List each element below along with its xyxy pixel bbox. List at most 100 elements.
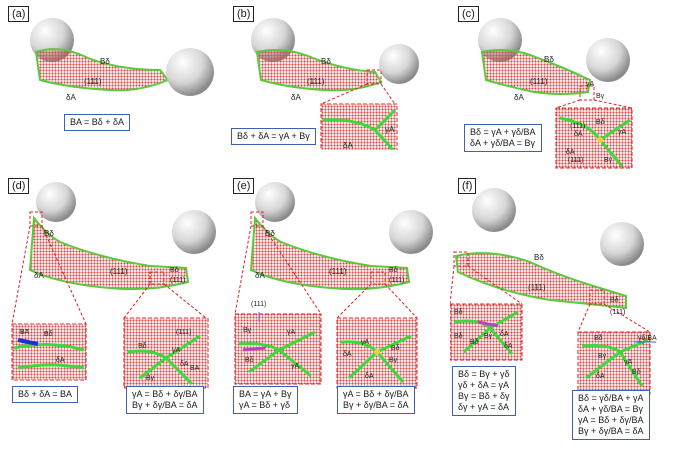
inset-label: γδ/BA [638,335,657,342]
inset-label: Bδ [391,345,400,352]
panel-label: (c) [458,6,479,22]
dislocation-figure: Bδ (111) δA γA δA Bγ [251,18,419,150]
film-label: Bδ [389,267,398,274]
equation: δγ + γA = δA [458,402,510,412]
zoom-region [579,85,595,101]
inset-label: δA [365,373,374,380]
dislocation-figure: Bδ (111) Bδ (111) Bδ Bδ Bδ Bγ δA δA Bδ γ… [450,188,657,395]
film-label: δA [66,93,76,102]
equation-box: Bδ + δA = γA + Bγ [231,128,316,145]
inset-label: γA [624,359,633,366]
equation-box: BA = Bδ + δA [64,114,131,131]
film-label: (111) [307,77,325,86]
void-sphere-right [379,44,419,84]
equation: δA + γδ/BA = Bγ [578,404,644,414]
zoom-inset [11,323,87,381]
zoom-region [149,271,165,285]
zoom-region [589,289,605,305]
inset-label: δA [500,331,509,338]
equation: BA = Bδ + δA [70,117,125,127]
film-label: δA [514,93,524,102]
void-sphere-right [172,210,216,254]
film-label: (111) [110,267,128,276]
void-sphere-left [36,182,76,222]
panel-b: (b) Bδ (111) δA γA δA Bγ Bδ + δA = γA + … [225,0,450,150]
equation-box: γA = Bδ + δγ/BA Bγ + δγ/BA = δA [126,386,204,414]
equation: γA = Bδ + δγ/BA [343,389,409,399]
film-label: Bγ [596,93,605,100]
void-sphere-right [600,222,644,266]
stacking-fault-film [480,49,592,95]
panel-label: (a) [8,6,30,22]
zoom-region [370,271,386,285]
equation-box: Bδ = Bγ + γδ γδ + δA = γA Bγ = Bδ + δγ δ… [452,366,516,416]
panel-d: (d) Bδ (111) δA Bδ (111) BA Bδ δA (111) … [0,172,225,452]
inset-label: δA [596,373,605,380]
film-label: γA [586,81,595,88]
equation-box: Bδ = γA + γδ/BA δA + γδ/BA = Bγ [464,124,542,152]
film-label: Bδ [100,57,110,66]
inset-label: Bγ [389,357,398,364]
void-sphere-right [586,38,630,82]
zoom-inset [123,317,209,389]
film-label: Bδ [265,229,275,238]
zoom-inset [555,107,633,169]
inset-label: Bδ [594,335,603,342]
film-label: (111) [530,77,548,86]
void-sphere-left [472,188,516,232]
equation: Bγ + δγ/BA = δA [578,426,644,436]
inset-label: (111) [568,157,583,164]
inset-label: δA [343,351,352,358]
inset-label: δA [574,131,583,138]
film-label: Bδ [610,297,619,304]
dislocation-figure: Bδ (111) δA Bδ (111) BA Bδ δA (111) Bδ γ… [11,182,216,389]
inset-label: γA [172,347,181,354]
film-label: (111) [610,309,625,316]
equation: Bδ = Bγ + γδ [458,369,510,379]
panel-a: (a) Bδ (111) δA BA = Bδ + δA [0,0,225,150]
inset-label: (111) [176,329,191,336]
inset-label: Bδ [245,357,254,364]
equation: Bγ + δγ/BA = δA [343,400,409,410]
zoom-region [453,251,469,267]
dislocation-figure: Bδ (111) δA [30,18,214,102]
equation-box: γA = Bδ + δγ/BA Bγ + δγ/BA = δA [337,386,415,414]
film-label: (111) [329,267,347,276]
stacking-fault-film [34,48,170,92]
equation: γA = Bδ + δγ/BA [132,389,198,399]
inset-label: BA [20,329,30,336]
inset-label: (111) [251,301,266,308]
stacking-fault-film [249,215,411,291]
inset-label: Bγ [598,353,607,360]
film-label: Bδ [170,267,179,274]
panel-label: (e) [233,178,255,194]
panel-e: (e) Bδ (111) δA Bδ (111) (111) Bγ γA Bδ … [225,172,450,452]
equation: γA = Bδ + γδ [239,400,291,410]
dislocation-figure: Bδ (111) δA γA Bγ (111) δA Bδ γA δA (111… [478,18,633,169]
inset-label: γA [385,125,395,134]
film-label: (111) [528,283,546,292]
inset-label: Bγ [604,157,613,164]
inset-label: γA [618,129,627,136]
equation-box: Bδ = γδ/BA + γA δA + γδ/BA = Bγ γA = Bδ … [572,390,650,440]
inset-label: Bδ [470,339,479,346]
inset-label: Bδ [454,333,463,340]
panel-c: (c) Bδ (111) δA γA Bγ (111) δA Bδ γA δA … [450,0,674,170]
film-label: (111) [170,277,185,284]
stacking-fault-film [454,252,627,310]
equation: Bδ + δA = γA + Bγ [237,131,310,141]
zoom-region [250,211,264,227]
inset-label: δA [343,141,353,150]
inset-label: Bγ [371,149,380,150]
void-sphere-right [389,210,433,254]
equation: Bδ + δA = BA [18,389,73,399]
equation: Bδ = γδ/BA + γA [578,393,644,403]
equation: γA = Bδ + δγ/BA [578,415,644,425]
inset-label: γA [287,329,296,336]
stacking-fault-film [28,215,190,291]
panel-f: (f) Bδ (111) Bδ (111) Bδ Bδ Bδ Bγ δA δA … [450,172,674,452]
film-label: Bδ [534,253,544,262]
inset-label: Bγ [243,327,252,334]
inset-label: Bδ [138,343,147,350]
inset-label: γA [291,363,300,370]
